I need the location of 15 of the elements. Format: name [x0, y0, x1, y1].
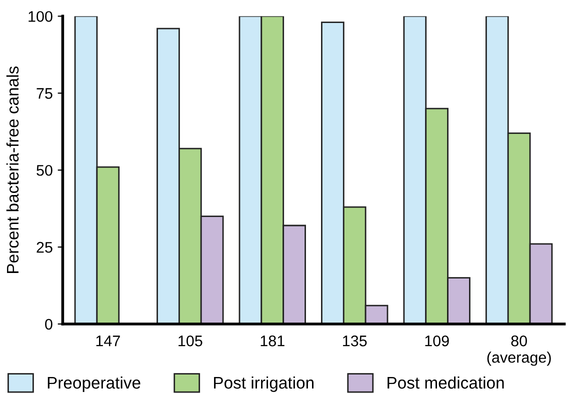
x-tick-label: 147: [96, 336, 120, 346]
x-tick-label: 181: [260, 336, 284, 346]
legend-label: Post medication: [388, 376, 504, 389]
x-tick-label: 109: [425, 336, 449, 346]
legend-label: Preoperative: [48, 376, 140, 392]
y-tick-label: 100: [28, 11, 52, 22]
x-tick-label: 105: [178, 336, 202, 346]
y-tick-label: 0: [45, 318, 52, 330]
x-tick-label: 80 (average): [487, 336, 551, 366]
y-tick-label: 25: [36, 242, 52, 253]
y-tick-label: 75: [36, 88, 52, 99]
x-tick-label: 135: [343, 336, 367, 346]
y-tick-label: 50: [36, 164, 52, 176]
y-axis-title: Percent bacteria-free canals: [6, 66, 19, 273]
legend-label: Post irrigation: [214, 376, 314, 392]
